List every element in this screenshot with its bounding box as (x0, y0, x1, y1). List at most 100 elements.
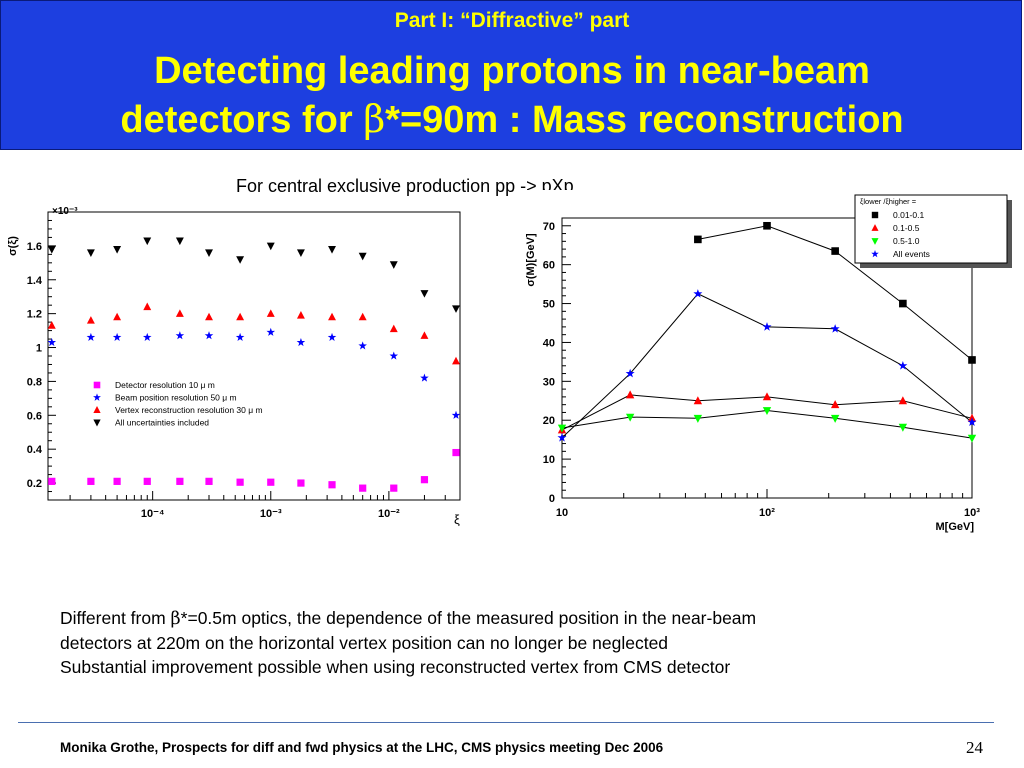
x-tick-label: 10⁻⁴ (141, 508, 164, 520)
title-line-2a: Detecting leading protons in near-beam (154, 50, 870, 92)
legend-label: All events (893, 249, 930, 259)
legend-label: Detector resolution 10 μ m (115, 380, 215, 390)
footer-divider (18, 722, 994, 723)
data-point-s2 (389, 324, 398, 333)
data-point-s3 (452, 305, 460, 313)
data-point-s1 (830, 400, 840, 409)
data-point-s0 (694, 235, 702, 244)
data-point-s3 (625, 368, 635, 378)
data-point-s2 (452, 356, 460, 365)
legend-marker (871, 238, 879, 245)
y-tick-label: 0 (549, 493, 555, 505)
legend: ξlower /ξhigher = 0.01-0.1 0.1-0.5 0.5-1.0 A… (854, 194, 1012, 268)
data-point-s3 (113, 246, 122, 254)
data-point-s2 (236, 312, 245, 321)
title-line-2: Detecting leading protons in near-beam d… (1, 47, 1023, 144)
y-tick-label: 10 (543, 454, 555, 466)
data-point-s2 (86, 316, 95, 324)
title-text: *=90m : Mass reconstruction (385, 99, 904, 141)
body-line-3: Substantial improvement possible when us… (60, 657, 731, 677)
data-points (47, 237, 461, 492)
y-tick-label: 40 (543, 337, 555, 349)
legend-marker (93, 419, 101, 427)
data-point-s3 (266, 242, 275, 251)
body-line-1: Different from β*=0.5m optics, the depen… (60, 606, 756, 631)
data-point-s2 (967, 434, 977, 443)
legend-title: ξlower /ξhigher = (860, 197, 917, 206)
data-point-s3 (557, 432, 567, 442)
data-point-s2 (175, 309, 184, 317)
data-point-s3 (175, 237, 184, 246)
legend-label: 0.01-0.1 (893, 210, 924, 220)
data-point-s1 (204, 331, 214, 340)
data-point-s2 (205, 312, 213, 321)
y-tick-label: 30 (543, 376, 555, 388)
data-point-s1 (762, 392, 772, 401)
data-point-s2 (328, 312, 336, 321)
data-point-s1 (175, 331, 185, 340)
y-tick-label: 70 (543, 221, 555, 233)
data-point-s2 (113, 312, 122, 321)
y-tick-label: 0.6 (27, 410, 42, 422)
y-tick-label: 50 (543, 299, 555, 311)
y-tick-label: 0.8 (27, 376, 42, 388)
y-tick-label: 1.2 (27, 309, 42, 321)
x-tick-label: 10⁻³ (260, 508, 282, 520)
x-axis-label: ξ (454, 512, 460, 527)
data-point-s3 (762, 322, 772, 331)
data-point-s2 (898, 423, 908, 432)
data-point-s3 (898, 361, 908, 370)
title-line-1: Part I: “Diffractive” part (394, 9, 630, 32)
data-point-s0 (297, 479, 305, 487)
data-point-s0 (267, 478, 275, 486)
title-banner: Part I: “Diffractive” part Detecting lea… (0, 0, 1022, 150)
data-point-s0 (236, 478, 244, 486)
y-axis-label: σ(M)[GeV] (525, 233, 537, 287)
axis-ticks: 0.2 0.4 0.6 0.8 1 1.2 1.4 1.6 10⁻⁴ 10⁻³ 10⁻² (27, 211, 461, 520)
data-point-s1 (112, 332, 122, 342)
data-point-s3 (830, 324, 840, 333)
legend: Detector resolution 10 μ m Beam position … (93, 380, 263, 428)
data-point-s0 (452, 448, 460, 457)
data-point-s0 (205, 477, 213, 485)
data-point-s2 (625, 413, 635, 422)
data-point-s0 (763, 221, 771, 230)
slide-body: Different from β*=0.5m optics, the depen… (60, 606, 756, 679)
legend-marker (871, 211, 879, 219)
y-tick-label: 1 (36, 343, 42, 355)
data-point-s0 (968, 356, 976, 364)
data-point-s3 (236, 256, 245, 264)
data-point-s2 (762, 407, 772, 416)
data-point-s1 (420, 373, 429, 382)
body-text: *=0.5m optics, the dependence of the mea… (180, 608, 757, 628)
legend-marker (93, 406, 101, 413)
x-tick-label: 10⁻² (378, 508, 400, 520)
xi-resolution-chart: 0.20.40.60.811.21.41.610⁻⁴ 10⁻³ 10⁻² σ(ξ) … (0, 198, 475, 538)
data-point-s2 (296, 311, 305, 319)
data-point-s1 (389, 351, 399, 360)
y-exponent-label: ×10⁻³ (52, 206, 78, 217)
data-point-s0 (420, 476, 429, 484)
data-point-s1 (327, 332, 337, 342)
y-tick-label: 1.6 (27, 241, 42, 253)
footer-text: Monika Grothe, Prospects for diff and fw… (60, 740, 664, 755)
data-point-s3 (358, 252, 367, 261)
data-point-s1 (266, 327, 276, 336)
data-point-s3 (389, 261, 398, 269)
data-point-s1 (898, 396, 908, 405)
data-point-s3 (420, 290, 429, 298)
data-point-s1 (86, 332, 96, 342)
data-point-s0 (143, 477, 151, 485)
data-point-s0 (48, 477, 56, 485)
data-point-s3 (296, 249, 305, 257)
data-point-s2 (266, 309, 275, 317)
data-point-s2 (420, 331, 429, 339)
legend-label: Beam position resolution 50 μ m (115, 393, 237, 403)
data-point-s0 (390, 484, 398, 492)
title-line-2b: detectors for β*=90m : Mass reconstructi… (1, 95, 1023, 144)
data-point-s1 (142, 332, 152, 342)
legend-label: Vertex reconstruction resolution 30 μ m (115, 405, 263, 415)
data-point-s2 (358, 312, 367, 321)
